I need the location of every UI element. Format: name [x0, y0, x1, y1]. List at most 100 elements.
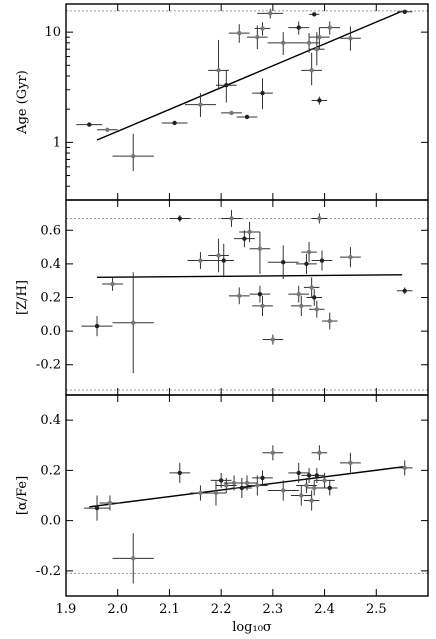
alpha-fe-marker	[260, 475, 265, 481]
age-data-point	[112, 133, 154, 171]
metallicity-marker	[131, 320, 136, 325]
alpha-fe-xtick-label: 2.1	[159, 602, 180, 617]
age-marker	[327, 25, 332, 30]
age-marker	[402, 9, 407, 14]
metallicity-ytick-label: 0.6	[40, 223, 61, 238]
metallicity-marker	[306, 249, 312, 255]
alpha-fe-ytick-label: 0.4	[40, 413, 61, 428]
alpha-fe-marker	[224, 483, 229, 488]
alpha-fe-data-point	[314, 472, 335, 488]
alpha-fe-xlabel: log₁₀σ	[232, 620, 272, 635]
alpha-fe-xtick-label: 2.2	[211, 602, 232, 617]
alpha-fe-xtick-label: 2.4	[314, 602, 335, 617]
metallicity-data-point	[311, 213, 328, 224]
metallicity-marker	[242, 236, 247, 241]
age-data-point	[254, 22, 271, 36]
alpha-fe-data-point	[306, 480, 322, 496]
metallicity-marker	[216, 253, 221, 258]
alpha-fe-data-point	[288, 462, 310, 483]
age-data-point	[247, 25, 268, 50]
age-data-point	[228, 24, 250, 43]
age-data-point	[301, 52, 322, 86]
age-data-point	[236, 114, 258, 120]
alpha-fe-marker	[348, 460, 353, 466]
alpha-fe-marker	[312, 485, 317, 491]
metallicity-data-point	[169, 215, 191, 222]
age-marker	[87, 122, 92, 127]
alpha-fe-data-point	[99, 495, 121, 511]
metallicity-data-point	[208, 238, 229, 273]
metallicity-marker	[237, 293, 242, 299]
age-marker	[296, 25, 301, 30]
metallicity-marker	[296, 291, 301, 297]
alpha-fe-data-point	[311, 445, 328, 461]
metallicity-marker	[177, 216, 182, 221]
age-marker	[229, 110, 234, 116]
metallicity-data-point	[262, 334, 284, 345]
metallicity-marker	[247, 229, 252, 235]
metallicity-data-point	[296, 253, 317, 274]
alpha-fe-data-point	[267, 480, 299, 501]
metallicity-ytick-label: 0.2	[40, 291, 61, 306]
age-data-point	[311, 96, 328, 105]
metallicity-data-point	[252, 295, 273, 316]
alpha-fe-marker	[239, 485, 245, 491]
age-data-point	[309, 12, 320, 17]
alpha-fe-marker	[309, 498, 314, 503]
alpha-fe-marker	[281, 488, 286, 493]
alpha-fe-data-point	[205, 480, 227, 506]
alpha-fe-marker	[327, 485, 332, 491]
alpha-fe-data-point	[231, 477, 253, 499]
age-marker	[268, 11, 273, 16]
metallicity-marker	[260, 303, 265, 309]
metallicity-data-point	[228, 287, 250, 305]
alpha-fe-ytick-label: 0.2	[40, 463, 61, 478]
alpha-fe-data-point	[252, 470, 273, 486]
alpha-fe-marker	[177, 470, 182, 476]
alpha-fe-marker	[244, 480, 250, 486]
alpha-fe-marker	[317, 450, 322, 455]
metallicity-marker	[94, 323, 100, 329]
age-marker	[260, 90, 265, 96]
alpha-fe-marker	[304, 483, 309, 488]
age-data-point	[208, 39, 229, 90]
metallicity-marker	[312, 295, 317, 300]
metallicity-data-point	[234, 230, 255, 248]
metallicity-data-point	[221, 210, 242, 227]
alpha-fe-xtick-label: 1.9	[56, 602, 77, 617]
metallicity-marker	[304, 261, 309, 267]
alpha-fe-data-point	[290, 485, 312, 506]
alpha-fe-marker	[322, 478, 327, 483]
age-marker	[260, 26, 265, 31]
metallicity-data-point	[290, 295, 312, 316]
alpha-fe-marker	[270, 450, 276, 455]
metallicity-marker	[348, 254, 353, 260]
alpha-fe-ylabel: [α/Fe]	[15, 476, 30, 515]
age-data-point	[215, 70, 237, 103]
age-data-point	[184, 93, 216, 117]
alpha-fe-marker	[131, 556, 136, 561]
alpha-fe-data-point	[340, 452, 361, 473]
alpha-fe-marker	[198, 490, 203, 496]
alpha-fe-marker	[296, 470, 301, 476]
alpha-fe-marker	[107, 500, 113, 506]
metallicity-data-point	[239, 221, 260, 243]
age-marker	[314, 47, 320, 52]
alpha-fe-ytick-label: -0.2	[36, 564, 61, 579]
alpha-fe-data-point	[215, 477, 237, 493]
metallicity-marker	[229, 216, 234, 221]
age-marker	[348, 36, 353, 41]
alpha-fe-data-point	[296, 477, 317, 493]
alpha-fe-frame	[65, 394, 429, 597]
metallicity-panel: -0.2 0.0 0.2 0.4 0.6 [Z/H]	[15, 199, 429, 396]
metallicity-ytick-label: 0.4	[40, 257, 61, 272]
metallicity-marker	[402, 288, 407, 293]
alpha-fe-marker	[314, 473, 320, 478]
age-marker	[281, 40, 286, 46]
metallicity-data-point	[288, 285, 310, 303]
metallicity-marker	[317, 216, 322, 221]
age-marker	[198, 102, 203, 107]
alpha-fe-data-point	[321, 480, 338, 496]
age-marker	[317, 34, 322, 40]
